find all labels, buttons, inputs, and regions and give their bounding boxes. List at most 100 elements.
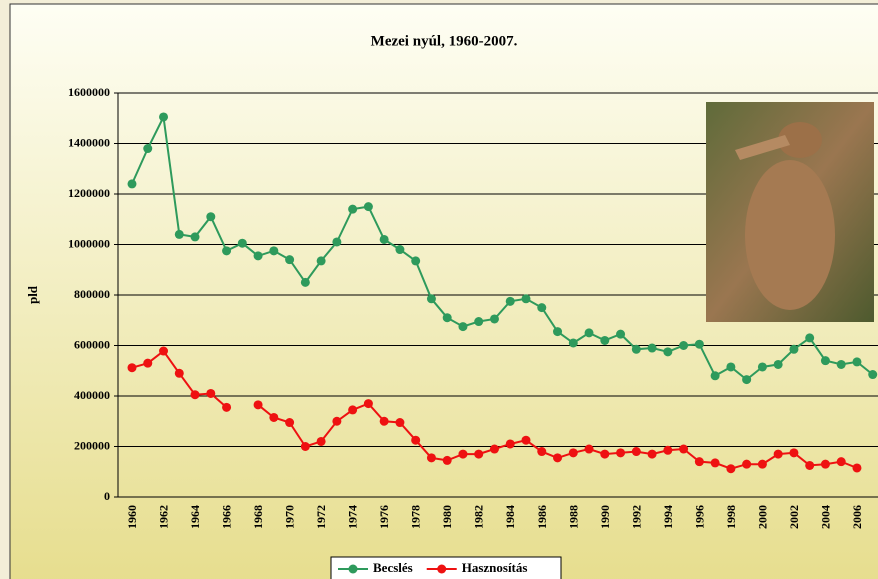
data-point <box>316 256 326 266</box>
data-point <box>143 144 153 154</box>
legend-items: Becslés Hasznosítás <box>338 560 527 575</box>
data-point <box>773 359 783 369</box>
x-tick-label: 1988 <box>566 505 580 529</box>
y-tick-label: 600000 <box>74 337 110 351</box>
data-point <box>726 362 736 372</box>
data-point <box>474 449 484 459</box>
data-point <box>332 237 342 247</box>
data-point <box>553 327 563 337</box>
y-tick-label: 1400000 <box>68 135 110 149</box>
x-tick-label: 1968 <box>251 505 265 529</box>
data-point <box>537 303 547 313</box>
data-point <box>411 435 421 445</box>
x-tick-label: 2006 <box>850 505 864 529</box>
data-point <box>584 328 594 338</box>
data-point <box>757 459 767 469</box>
y-tick-label: 400000 <box>74 388 110 402</box>
data-point <box>742 375 752 385</box>
data-point <box>363 202 373 212</box>
data-point <box>489 314 499 324</box>
x-tick-label: 1972 <box>314 505 328 529</box>
x-tick-label: 1994 <box>661 505 675 529</box>
data-point <box>300 442 310 451</box>
x-tick-label: 1982 <box>472 505 486 529</box>
data-point <box>285 255 295 265</box>
data-point <box>679 444 689 454</box>
data-point <box>616 448 626 458</box>
data-point <box>379 416 389 426</box>
data-point <box>379 234 389 244</box>
data-point <box>395 418 405 428</box>
data-point <box>505 439 515 449</box>
legend-label: Becslés <box>373 560 413 575</box>
data-point <box>710 371 720 381</box>
data-point <box>726 464 736 474</box>
x-tick-label: 1966 <box>220 505 234 529</box>
legend-marker <box>348 564 358 574</box>
data-point <box>442 455 452 465</box>
data-point <box>505 296 515 306</box>
data-point <box>332 416 342 426</box>
data-point <box>789 448 799 458</box>
x-tick-label: 2000 <box>755 505 769 529</box>
y-axis-label: pld <box>25 285 40 304</box>
data-point <box>300 277 310 287</box>
data-point <box>174 368 184 378</box>
y-tick-label: 1200000 <box>68 186 110 200</box>
data-point <box>836 359 846 369</box>
data-point <box>820 459 830 469</box>
x-tick-label: 1980 <box>440 505 454 529</box>
data-point <box>820 356 830 366</box>
data-point <box>190 232 200 242</box>
y-tick-label: 800000 <box>74 287 110 301</box>
data-point <box>521 294 531 304</box>
data-point <box>694 457 704 467</box>
data-point <box>411 256 421 266</box>
data-point <box>710 458 720 468</box>
y-tick-label: 1000000 <box>68 236 110 250</box>
data-point <box>489 444 499 454</box>
legend-marker <box>437 564 447 574</box>
data-point <box>663 347 673 357</box>
x-tick-label: 1996 <box>692 505 706 529</box>
data-point <box>206 212 216 222</box>
data-point <box>316 436 326 446</box>
data-point <box>206 388 216 398</box>
data-point <box>805 460 815 470</box>
x-tick-label: 1960 <box>125 505 139 529</box>
x-tick-label: 2002 <box>787 505 801 529</box>
x-tick-label: 1976 <box>377 505 391 529</box>
data-point <box>426 453 436 463</box>
data-point <box>631 447 641 457</box>
data-point <box>143 358 153 368</box>
data-point <box>805 333 815 343</box>
x-tick-label: 1990 <box>598 505 612 529</box>
x-tick-label: 1964 <box>188 505 202 529</box>
data-point <box>474 317 484 327</box>
y-tick-label: 200000 <box>74 438 110 452</box>
data-point <box>521 435 531 445</box>
data-point <box>348 405 358 415</box>
data-point <box>269 412 279 422</box>
data-point <box>663 445 673 455</box>
data-point <box>616 329 626 339</box>
y-tick-label: 1600000 <box>68 85 110 99</box>
legend-label: Hasznosítás <box>462 560 528 575</box>
data-point <box>458 449 468 459</box>
x-tick-label: 1992 <box>629 505 643 529</box>
data-point <box>757 362 767 372</box>
x-tick-label: 1984 <box>503 505 517 529</box>
data-point <box>836 457 846 467</box>
data-point <box>600 335 610 345</box>
data-point <box>647 343 657 353</box>
data-point <box>127 363 137 373</box>
data-point <box>868 370 878 380</box>
data-point <box>222 246 232 256</box>
y-tick-label: 0 <box>104 489 110 503</box>
data-point <box>679 341 689 350</box>
x-tick-label: 1970 <box>283 505 297 529</box>
data-point <box>600 449 610 459</box>
data-point <box>442 313 452 323</box>
data-point <box>852 463 862 473</box>
